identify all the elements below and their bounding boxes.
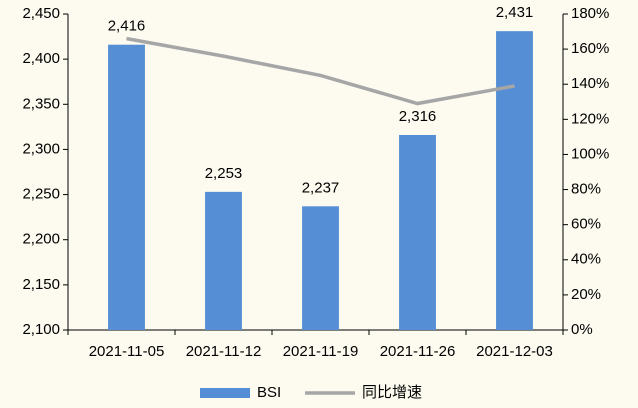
y2-tick-label: 140%: [571, 75, 609, 92]
x-tick-label: 2021-11-26: [380, 343, 456, 360]
y2-tick-label: 0%: [571, 321, 593, 338]
x-tick-label: 2021-11-19: [283, 343, 359, 360]
data-label: 2,237: [302, 179, 340, 196]
legend-label: BSI: [257, 384, 281, 401]
y-tick-label: 2,350: [22, 95, 60, 112]
line: [126, 36, 515, 106]
bar: [399, 134, 436, 330]
bar: [205, 191, 242, 330]
bar: [108, 44, 145, 330]
y2-tick-label: 60%: [571, 216, 601, 233]
y2-tick-label: 100%: [571, 145, 609, 162]
x-tick-label: 2021-11-05: [89, 343, 165, 360]
y2-tick-label: 120%: [571, 110, 609, 127]
y-tick-label: 2,450: [22, 5, 60, 22]
y-tick-label: 2,150: [22, 276, 60, 293]
data-label: 2,253: [205, 165, 243, 182]
legend-label: 同比增速: [362, 384, 422, 401]
y-tick-label: 2,400: [22, 50, 60, 67]
y-tick-label: 2,100: [22, 321, 60, 338]
y2-tick-label: 160%: [571, 40, 609, 57]
y2-tick-label: 20%: [571, 286, 601, 303]
data-label: 2,431: [496, 4, 534, 21]
y-tick-label: 2,200: [22, 231, 60, 248]
y-tick-label: 2,250: [22, 186, 60, 203]
y-tick-label: 2,300: [22, 140, 60, 157]
data-label: 2,416: [108, 18, 146, 35]
x-tick-label: 2021-11-12: [186, 343, 262, 360]
legend-swatch: [200, 388, 250, 398]
bar: [302, 206, 339, 330]
x-tick-label: 2021-12-03: [476, 343, 553, 360]
y2-tick-label: 80%: [571, 181, 601, 198]
data-label: 2,316: [399, 108, 437, 125]
y2-tick-label: 180%: [571, 5, 609, 22]
y2-tick-label: 40%: [571, 251, 601, 268]
bar: [496, 31, 533, 330]
